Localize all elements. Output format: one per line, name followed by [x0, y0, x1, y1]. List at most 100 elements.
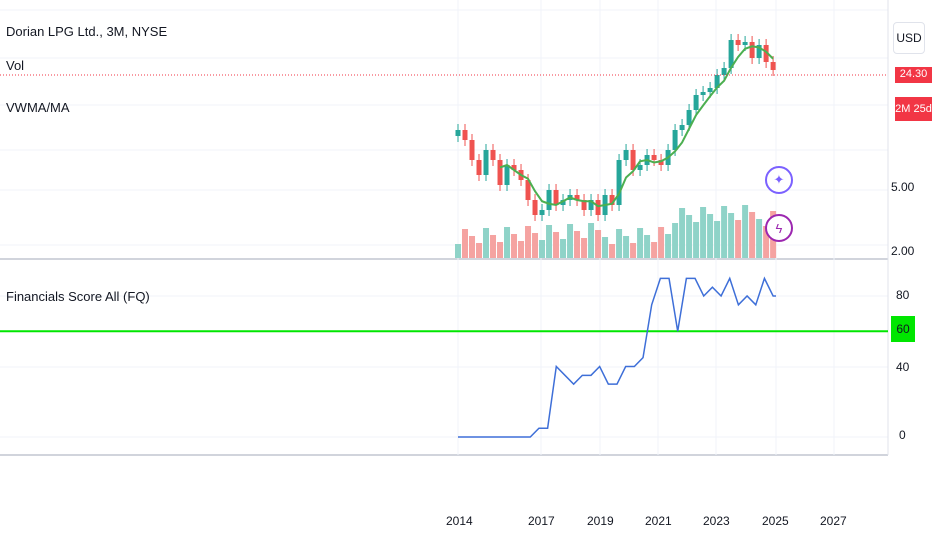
volume-bar — [658, 227, 665, 258]
candle-body — [553, 190, 559, 205]
volume-bar — [595, 230, 602, 258]
candle-body — [504, 165, 510, 185]
volume-bar — [630, 243, 637, 258]
volume-bar — [518, 241, 525, 258]
volume-bar — [469, 236, 476, 258]
volume-bar — [490, 235, 497, 258]
candle-body — [497, 160, 503, 185]
volume-bar — [672, 223, 679, 258]
volume-bar — [679, 208, 686, 258]
indicator-title[interactable]: Financials Score All (FQ) — [6, 289, 150, 304]
candle-body — [483, 150, 489, 175]
volume-bar — [609, 244, 616, 258]
vwma-line — [499, 45, 774, 208]
volume-bar — [546, 225, 553, 258]
candle-body — [476, 160, 482, 175]
candle-body — [637, 165, 643, 170]
candle-body — [749, 42, 755, 58]
volume-bar — [756, 219, 763, 258]
time-axis-label: 2021 — [645, 514, 672, 528]
volume-bar — [497, 242, 504, 258]
candle-body — [525, 180, 531, 200]
indicator-axis-label: 40 — [896, 360, 910, 374]
candle-body — [742, 42, 748, 45]
time-axis-label: 2023 — [703, 514, 730, 528]
volume-bar — [553, 232, 560, 258]
candle-body — [714, 75, 720, 88]
volume-bar — [665, 234, 672, 258]
candle-body — [658, 160, 664, 165]
grid-lines — [0, 0, 889, 456]
volume-bar — [504, 227, 511, 258]
volume-bar — [616, 229, 623, 258]
volume-bar — [644, 235, 651, 258]
financials-score-line — [458, 276, 776, 438]
candle-body — [546, 190, 552, 210]
time-axis-label: 2017 — [528, 514, 555, 528]
candle-body — [609, 195, 615, 205]
candle-body — [686, 110, 692, 125]
candle-body — [581, 200, 587, 210]
candle-body — [707, 88, 713, 92]
volume-bar — [455, 244, 461, 258]
countdown-tag: 2M 25d — [895, 97, 932, 121]
volume-bar — [742, 205, 749, 258]
candle-body — [560, 200, 566, 205]
volume-bar — [567, 224, 574, 258]
last-price-tag: 24.30 — [895, 67, 932, 83]
candle-body — [532, 200, 538, 215]
candle-body — [672, 130, 678, 150]
candlestick-series[interactable] — [455, 34, 776, 221]
volume-bar — [476, 243, 483, 258]
time-axis-label: 2019 — [587, 514, 614, 528]
volume-bar — [735, 220, 742, 258]
candle-body — [721, 68, 727, 75]
time-axis-label: 2027 — [820, 514, 847, 528]
candle-body — [539, 210, 545, 215]
candle-body — [623, 150, 629, 160]
candle-body — [490, 150, 496, 160]
threshold-tag: 60 — [891, 316, 915, 342]
volume-bar — [721, 206, 728, 258]
volume-bar — [700, 207, 707, 258]
volume-bar — [574, 231, 581, 258]
candle-body — [574, 195, 580, 200]
candle-body — [595, 200, 601, 215]
volume-bar — [763, 226, 770, 258]
time-axis-label: 2014 — [446, 514, 473, 528]
volume-bar — [511, 234, 518, 258]
candle-body — [651, 155, 657, 160]
volume-bars — [455, 205, 777, 258]
volume-bar — [462, 229, 469, 258]
volume-bar — [525, 226, 532, 258]
currency-button[interactable]: USD — [893, 22, 925, 54]
volume-bar — [532, 233, 539, 258]
candle-body — [679, 125, 685, 130]
candle-body — [700, 92, 706, 95]
sparkle-icon[interactable]: ✦ — [765, 166, 793, 194]
volume-bar — [588, 223, 595, 258]
volume-bar — [602, 237, 609, 258]
candle-body — [693, 95, 699, 110]
candle-body — [469, 140, 475, 160]
candle-body — [462, 130, 468, 140]
volume-bar — [714, 221, 721, 258]
volume-bar — [693, 222, 700, 258]
vwma-legend[interactable]: VWMA/MA — [6, 100, 70, 115]
volume-bar — [728, 213, 735, 258]
candle-body — [763, 45, 769, 62]
volume-bar — [686, 215, 693, 258]
candle-body — [630, 150, 636, 170]
candle-body — [756, 45, 762, 58]
volume-legend[interactable]: Vol — [6, 58, 25, 73]
symbol-title[interactable]: Dorian LPG Ltd., 3M, NYSE — [6, 24, 168, 39]
candle-body — [735, 40, 741, 45]
lightning-icon[interactable]: ϟ — [765, 214, 793, 242]
time-axis-label: 2025 — [762, 514, 789, 528]
volume-bar — [581, 238, 588, 258]
candle-body — [455, 130, 461, 136]
price-axis-label: 2.00 — [891, 244, 915, 258]
candle-body — [770, 62, 776, 70]
